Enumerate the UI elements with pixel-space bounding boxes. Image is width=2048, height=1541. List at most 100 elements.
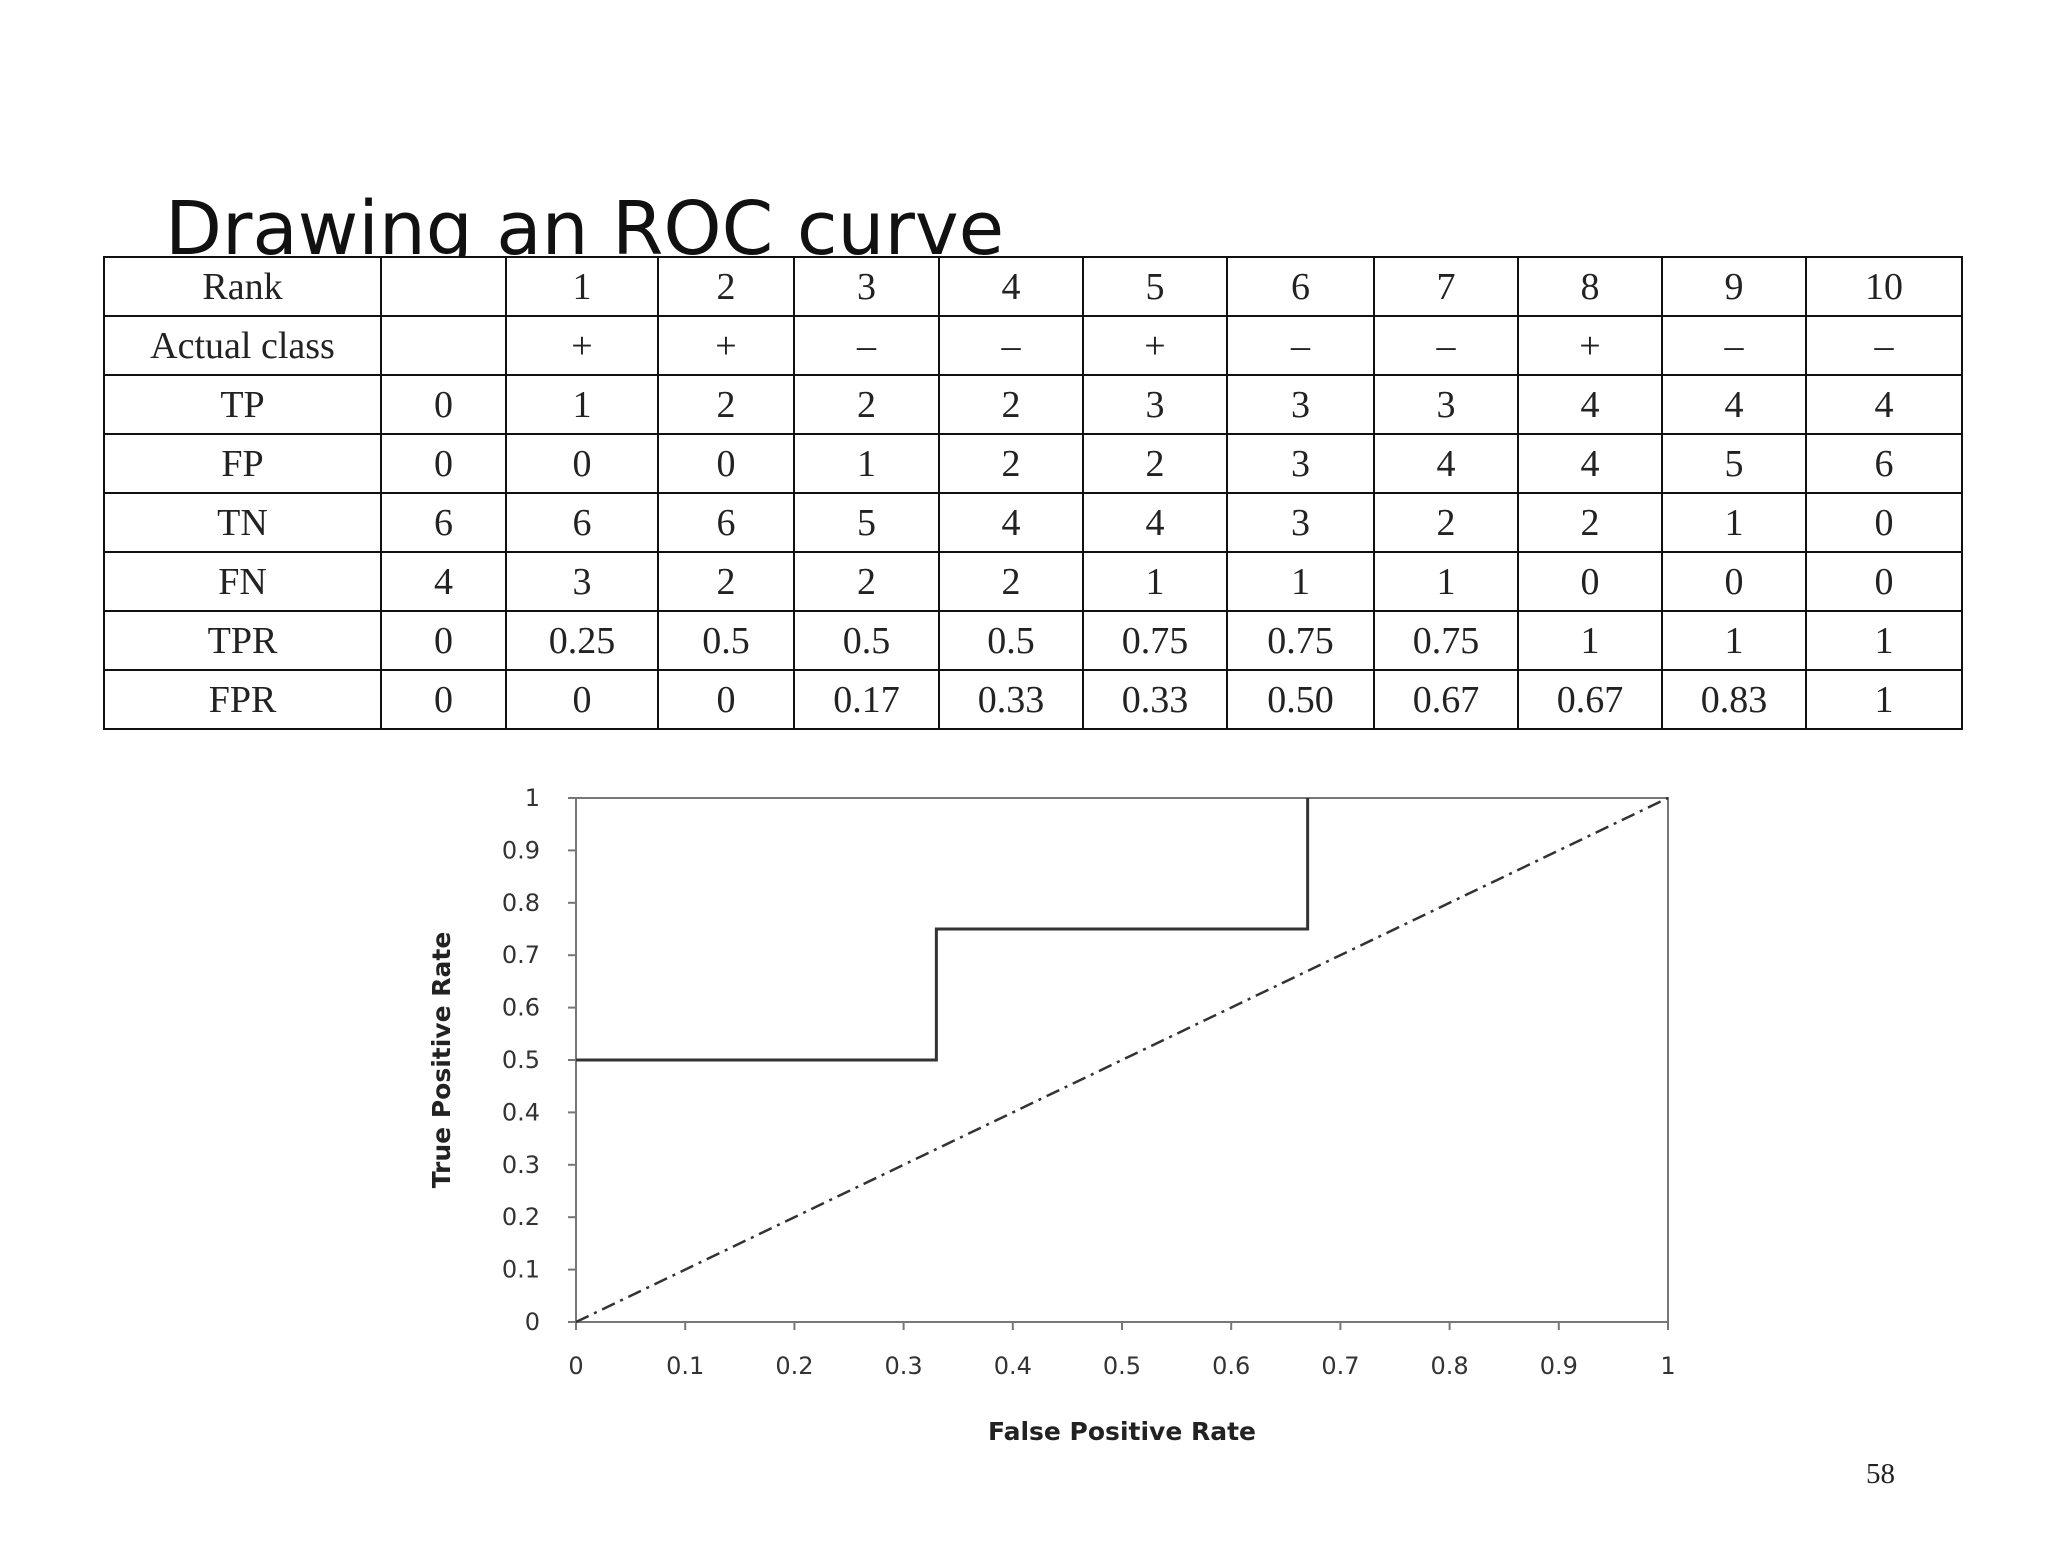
table-cell: 1 xyxy=(1805,610,1963,671)
table-cell: 2 xyxy=(1082,433,1228,494)
table-cell: 5 xyxy=(1661,433,1807,494)
x-tick-label: 1 xyxy=(1660,1352,1675,1380)
table-cell: 4 xyxy=(1805,374,1963,435)
x-tick-label: 0.7 xyxy=(1321,1352,1359,1380)
table-cell: 0.33 xyxy=(938,669,1084,730)
table-row: FPR 0 0 0 0.17 0.33 0.33 0.50 0.67 0.67 0.83 1 xyxy=(103,669,1963,730)
table-cell: 2 xyxy=(657,256,795,317)
table-cell: 0 xyxy=(380,374,507,435)
table-cell: 1 xyxy=(1517,610,1663,671)
row-label: TN xyxy=(103,492,382,553)
table-cell: 0 xyxy=(657,669,795,730)
table-cell: 7 xyxy=(1373,256,1519,317)
table-row: TP 0 1 2 2 2 3 3 3 4 4 4 xyxy=(103,374,1963,435)
table-cell: 8 xyxy=(1517,256,1663,317)
table-cell: 4 xyxy=(380,551,507,612)
table-cell: 0.75 xyxy=(1226,610,1375,671)
table-cell: + xyxy=(505,315,659,376)
table-cell: 0.67 xyxy=(1517,669,1663,730)
table-cell: 6 xyxy=(1805,433,1963,494)
y-tick-label: 0.9 xyxy=(502,836,540,864)
table-cell: 0.50 xyxy=(1226,669,1375,730)
table-cell: + xyxy=(1517,315,1663,376)
table-cell: 0.5 xyxy=(793,610,940,671)
row-label: FP xyxy=(103,433,382,494)
table-row: TN 6 6 6 5 4 4 3 2 2 1 0 xyxy=(103,492,1963,553)
table-row: Actual class + + – – + – – + – – xyxy=(103,315,1963,376)
table-cell: 1 xyxy=(1082,551,1228,612)
table-cell: 1 xyxy=(1661,610,1807,671)
table-cell: 0.5 xyxy=(938,610,1084,671)
table-cell: 4 xyxy=(1373,433,1519,494)
table-cell: 0.67 xyxy=(1373,669,1519,730)
table-cell xyxy=(380,256,507,317)
table-cell: 0 xyxy=(505,433,659,494)
table-cell: 2 xyxy=(938,374,1084,435)
table-cell xyxy=(380,315,507,376)
y-tick-label: 1 xyxy=(525,784,540,812)
slide-title: Drawing an ROC curve xyxy=(165,186,1005,256)
table-cell: 1 xyxy=(793,433,940,494)
y-tick-label: 0.7 xyxy=(502,941,540,969)
table-cell: 1 xyxy=(505,374,659,435)
table-cell: 2 xyxy=(793,374,940,435)
table-cell: 10 xyxy=(1805,256,1963,317)
table-cell: 0 xyxy=(380,610,507,671)
table-cell: 1 xyxy=(505,256,659,317)
table-cell: 0 xyxy=(1661,551,1807,612)
y-tick-label: 0.1 xyxy=(502,1256,540,1284)
row-label: FN xyxy=(103,551,382,612)
table-cell: 0 xyxy=(380,433,507,494)
table-cell: 0.83 xyxy=(1661,669,1807,730)
x-tick-label: 0.1 xyxy=(666,1352,704,1380)
table-cell: 1 xyxy=(1226,551,1375,612)
table-cell: 4 xyxy=(1517,433,1663,494)
table-cell: – xyxy=(1373,315,1519,376)
y-tick-label: 0.8 xyxy=(502,889,540,917)
table-cell: 0 xyxy=(1517,551,1663,612)
table-cell: 2 xyxy=(938,433,1084,494)
row-label: TP xyxy=(103,374,382,435)
table-cell: 0.75 xyxy=(1373,610,1519,671)
table-cell: 6 xyxy=(657,492,795,553)
y-tick-label: 0.3 xyxy=(502,1151,540,1179)
table-row: FP 0 0 0 1 2 2 3 4 4 5 6 xyxy=(103,433,1963,494)
table-cell: 0 xyxy=(380,669,507,730)
x-tick-label: 0.2 xyxy=(775,1352,813,1380)
table-cell: 3 xyxy=(1226,374,1375,435)
table-cell: 0 xyxy=(505,669,659,730)
ranking-table: Rank 1 2 3 4 5 6 7 8 9 10 Actual class + + – – + – – + – – TP 0… xyxy=(103,256,1963,730)
x-tick-label: 0 xyxy=(568,1352,583,1380)
table-cell: 3 xyxy=(1226,492,1375,553)
table-cell: – xyxy=(1805,315,1963,376)
table-cell: 4 xyxy=(1517,374,1663,435)
x-tick-label: 0.5 xyxy=(1103,1352,1141,1380)
y-tick-label: 0.2 xyxy=(502,1203,540,1231)
x-tick-label: 0.6 xyxy=(1212,1352,1250,1380)
table-cell: 2 xyxy=(938,551,1084,612)
table-cell: 2 xyxy=(1373,492,1519,553)
row-label: TPR xyxy=(103,610,382,671)
table-cell: 5 xyxy=(793,492,940,553)
x-axis-label: False Positive Rate xyxy=(988,1417,1256,1446)
y-tick-label: 0.4 xyxy=(502,1098,540,1126)
table-cell: 0.17 xyxy=(793,669,940,730)
table-cell: 6 xyxy=(380,492,507,553)
table-cell: 6 xyxy=(1226,256,1375,317)
table-cell: 4 xyxy=(1661,374,1807,435)
table-cell: 3 xyxy=(1373,374,1519,435)
table-row: TPR 0 0.25 0.5 0.5 0.5 0.75 0.75 0.75 1 1 1 xyxy=(103,610,1963,671)
table-row: Rank 1 2 3 4 5 6 7 8 9 10 xyxy=(103,256,1963,317)
x-tick-label: 0.3 xyxy=(885,1352,923,1380)
table-cell: 1 xyxy=(1373,551,1519,612)
table-cell: 2 xyxy=(657,551,795,612)
table-cell: 3 xyxy=(793,256,940,317)
table-cell: 9 xyxy=(1661,256,1807,317)
table-cell: 6 xyxy=(505,492,659,553)
table-cell: 4 xyxy=(1082,492,1228,553)
table-cell: 0.33 xyxy=(1082,669,1228,730)
table-cell: + xyxy=(1082,315,1228,376)
table-cell: 3 xyxy=(1226,433,1375,494)
table-row: FN 4 3 2 2 2 1 1 1 0 0 0 xyxy=(103,551,1963,612)
